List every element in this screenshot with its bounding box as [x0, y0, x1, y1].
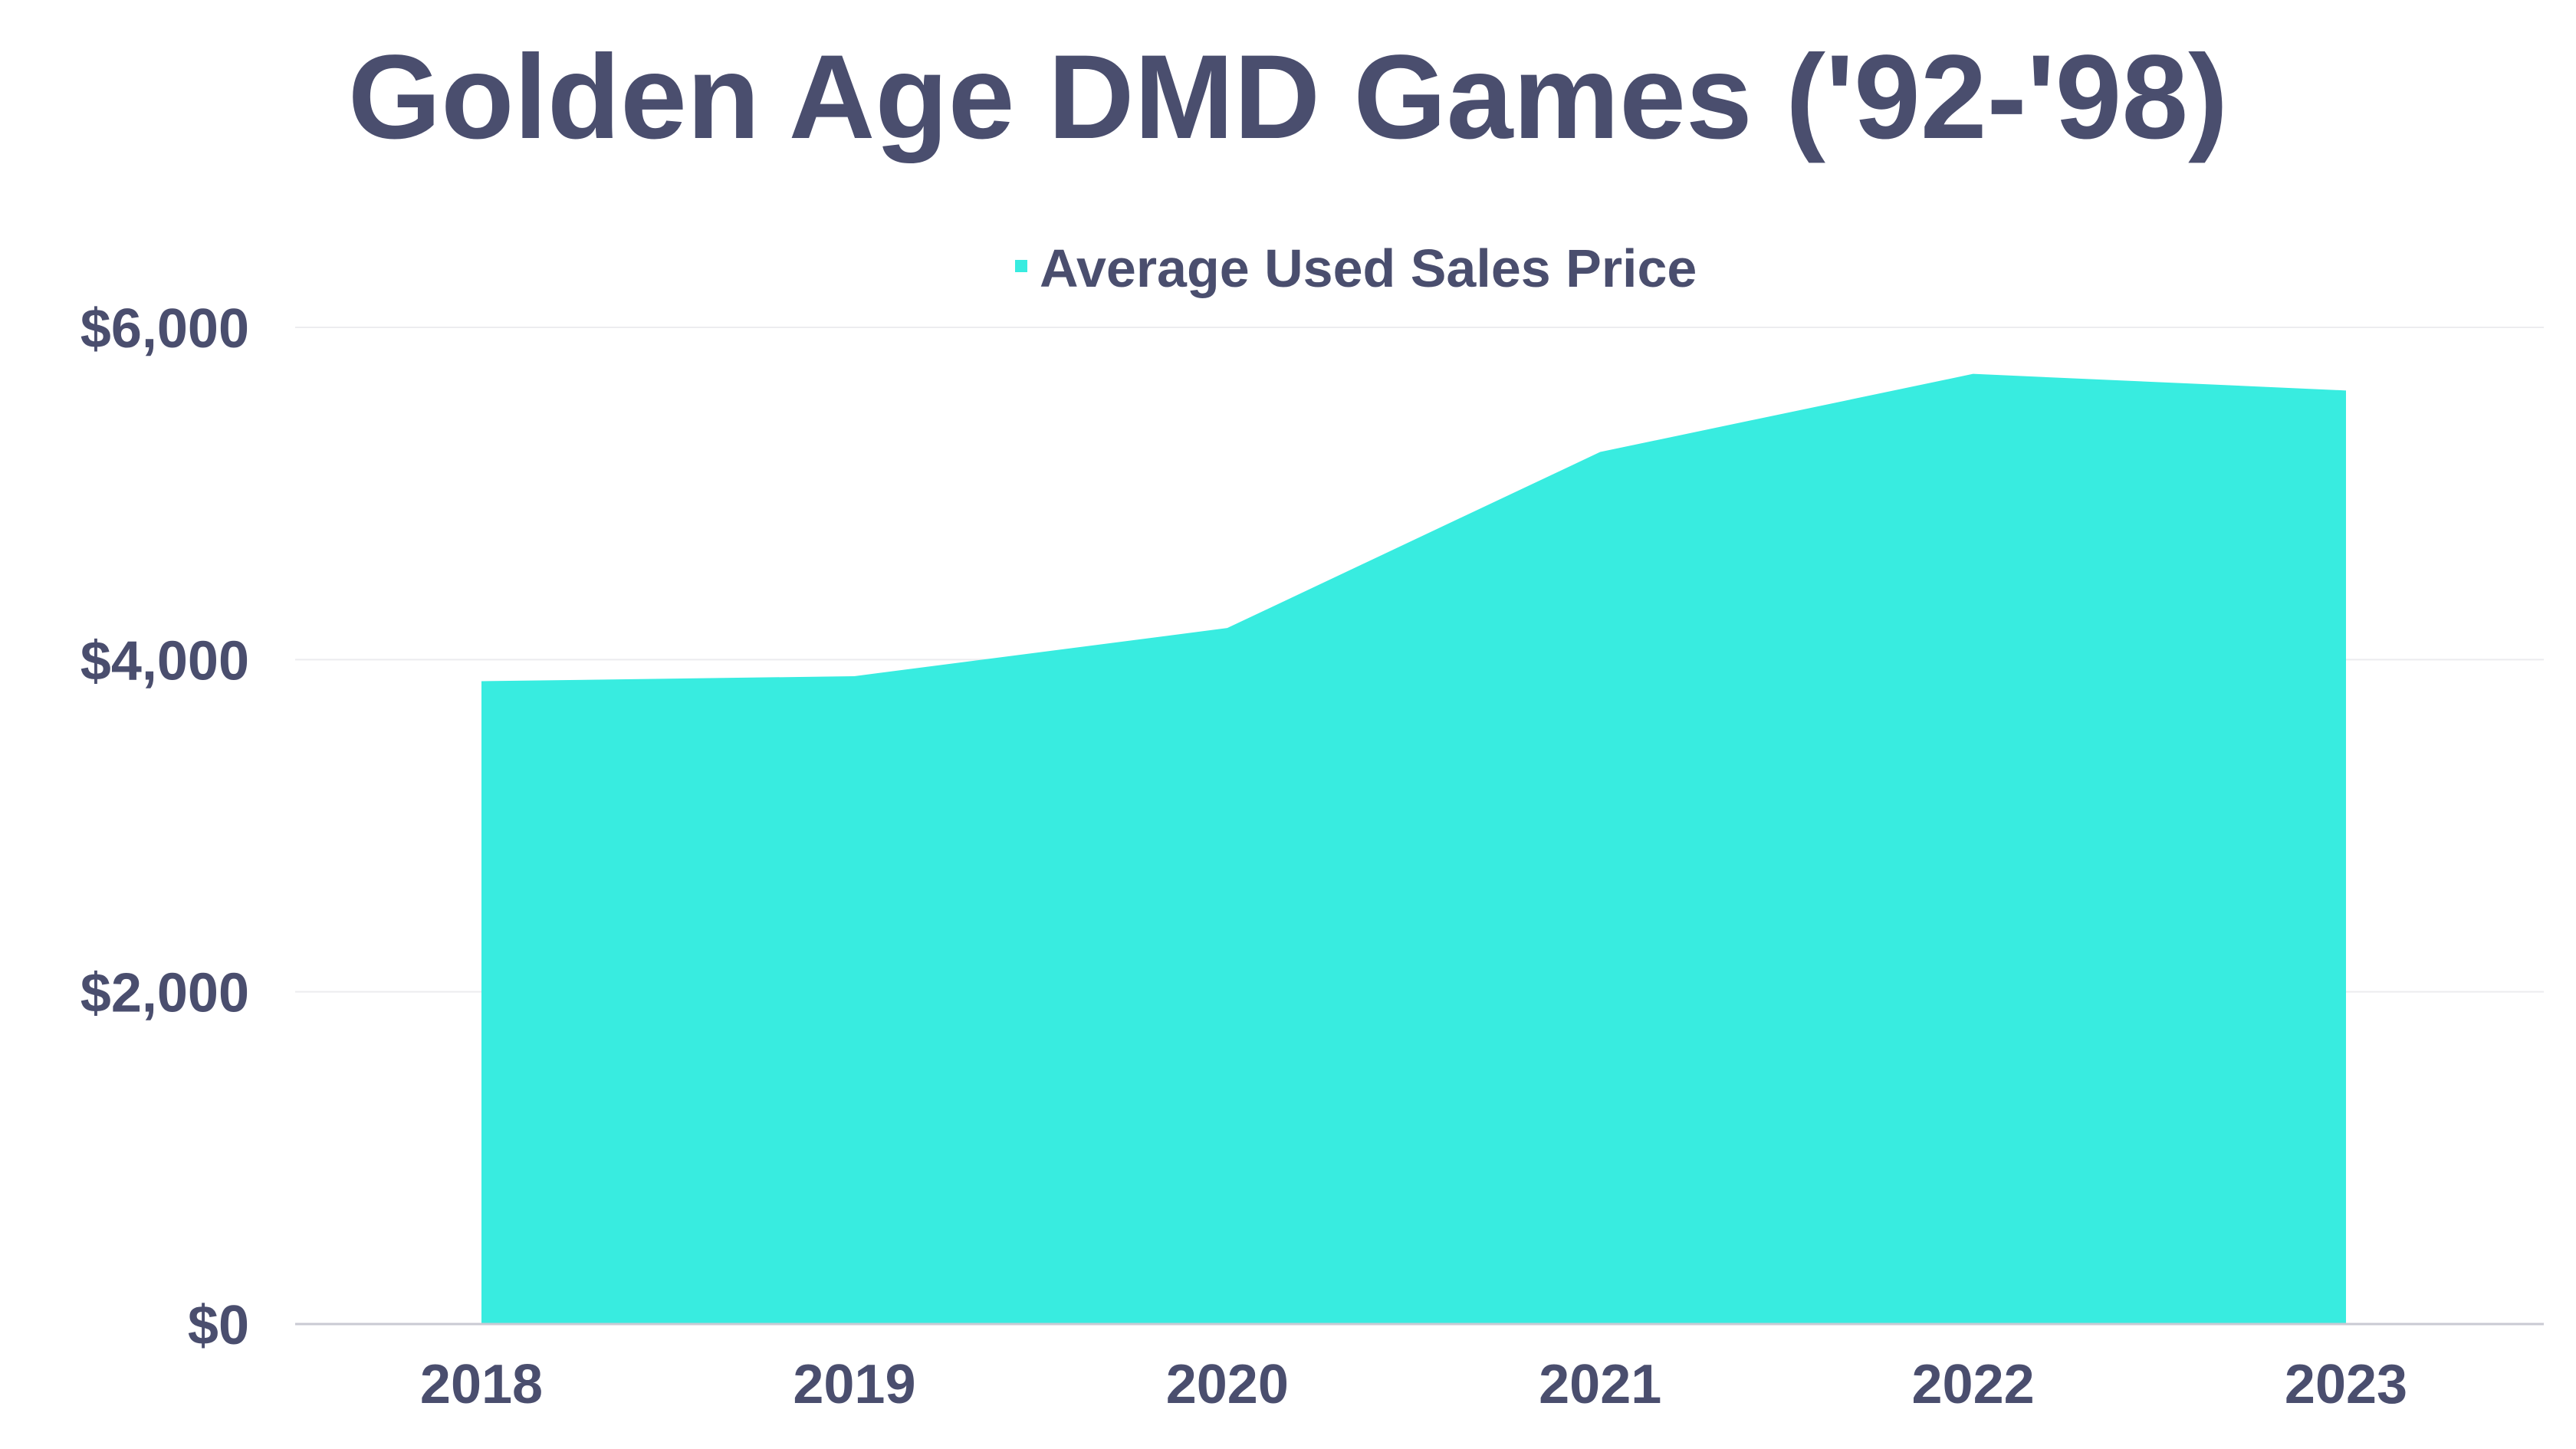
legend-label: Average Used Sales Price [1040, 238, 1697, 298]
x-tick-label: 2019 [793, 1354, 915, 1415]
area-series [481, 373, 2346, 1325]
y-tick-label: $4,000 [80, 630, 249, 692]
y-tick-label: $0 [188, 1295, 249, 1356]
x-tick-label: 2022 [1912, 1354, 2035, 1415]
x-tick-label: 2021 [1539, 1354, 1661, 1415]
legend-swatch [1015, 260, 1027, 272]
x-tick-label: 2020 [1166, 1354, 1289, 1415]
x-tick-label: 2023 [2285, 1354, 2407, 1415]
chart-title: Golden Age DMD Games ('92-'98) [348, 31, 2228, 164]
legend: Average Used Sales Price [1015, 238, 1697, 298]
y-tick-label: $2,000 [80, 963, 249, 1024]
x-tick-label: 2018 [420, 1354, 543, 1415]
y-tick-label: $6,000 [80, 298, 249, 360]
